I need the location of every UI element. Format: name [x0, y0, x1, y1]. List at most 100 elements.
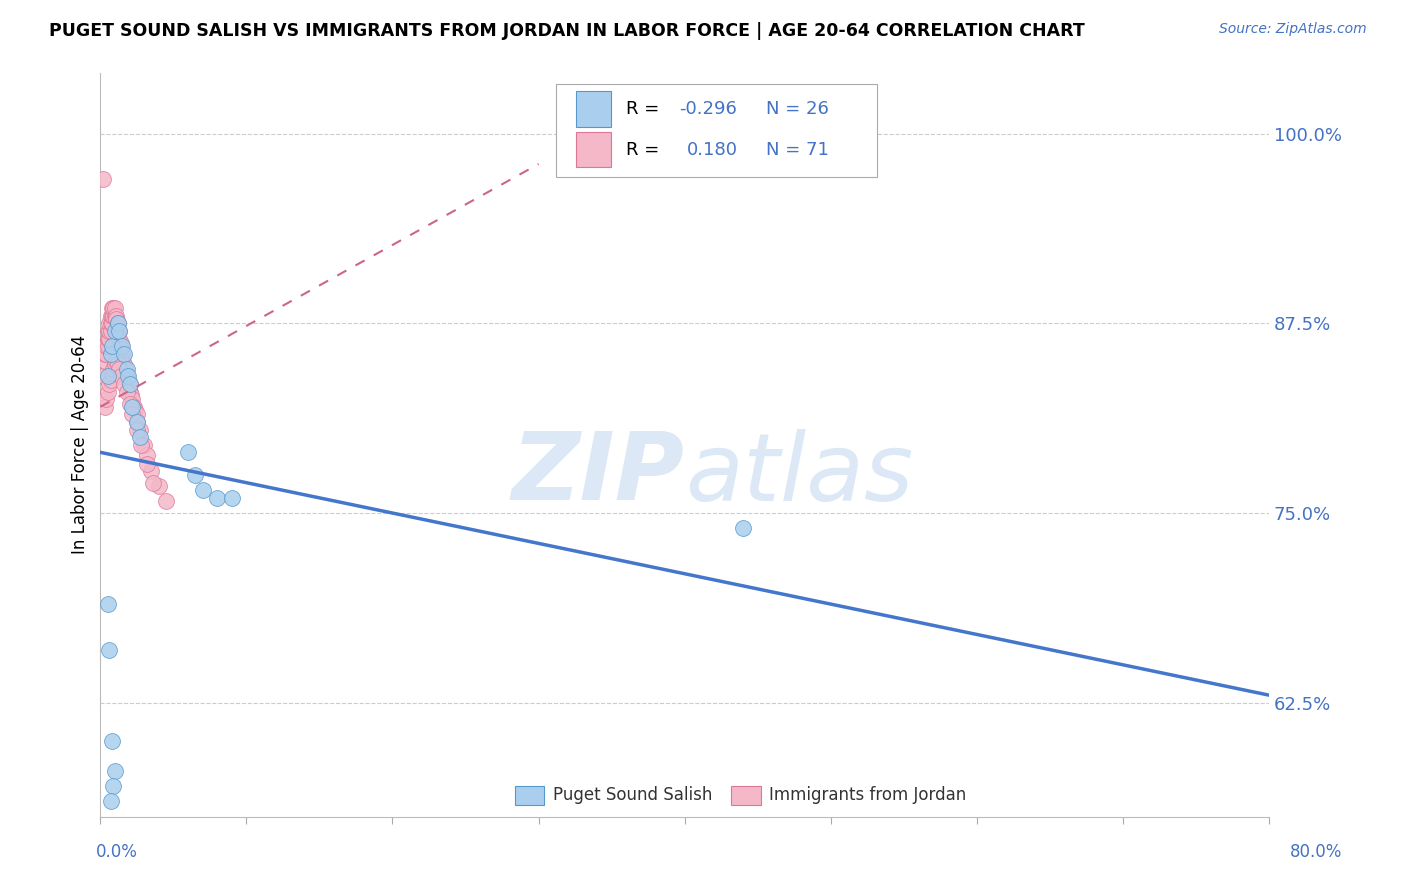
- Text: atlas: atlas: [685, 429, 912, 520]
- Point: [142, 475, 165, 490]
- Point: [118, 377, 141, 392]
- Point: [97, 324, 120, 338]
- Point: [104, 764, 127, 778]
- Point: [108, 362, 131, 376]
- Bar: [515, 786, 544, 805]
- Text: Puget Sound Salish: Puget Sound Salish: [553, 786, 711, 804]
- Point: [98, 332, 121, 346]
- Text: N = 71: N = 71: [766, 141, 830, 159]
- Point: [97, 332, 120, 346]
- Point: [98, 642, 121, 657]
- Bar: [576, 91, 612, 127]
- Point: [112, 377, 135, 392]
- Text: ZIP: ZIP: [512, 428, 685, 521]
- Point: [177, 445, 200, 459]
- Point: [107, 317, 129, 331]
- Point: [97, 339, 120, 353]
- Point: [221, 491, 243, 505]
- Point: [184, 468, 207, 483]
- Point: [108, 324, 131, 338]
- Point: [118, 397, 141, 411]
- Point: [97, 384, 120, 399]
- Point: [112, 357, 135, 371]
- Point: [98, 324, 121, 338]
- Point: [121, 400, 143, 414]
- Point: [101, 301, 124, 316]
- Point: [128, 430, 150, 444]
- Point: [104, 301, 127, 316]
- Point: [93, 339, 115, 353]
- Point: [110, 336, 132, 351]
- Text: Source: ZipAtlas.com: Source: ZipAtlas.com: [1219, 22, 1367, 37]
- Point: [103, 779, 125, 793]
- Point: [125, 423, 148, 437]
- Point: [101, 367, 124, 381]
- Point: [97, 369, 120, 384]
- Point: [104, 357, 127, 371]
- Point: [104, 309, 127, 323]
- Point: [117, 372, 139, 386]
- Point: [115, 384, 138, 399]
- Point: [93, 400, 115, 414]
- Point: [110, 342, 132, 356]
- Text: Immigrants from Jordan: Immigrants from Jordan: [769, 786, 966, 804]
- Point: [100, 347, 122, 361]
- Point: [107, 357, 129, 371]
- Point: [205, 491, 228, 505]
- Point: [118, 377, 141, 392]
- Point: [124, 402, 146, 417]
- Point: [101, 309, 124, 323]
- Point: [120, 387, 142, 401]
- Point: [105, 354, 128, 368]
- Point: [111, 347, 134, 361]
- Bar: [731, 786, 761, 805]
- Point: [93, 347, 115, 361]
- Point: [111, 339, 134, 353]
- Point: [731, 521, 754, 535]
- Text: 0.0%: 0.0%: [96, 843, 138, 861]
- Point: [101, 339, 124, 353]
- Point: [105, 309, 128, 323]
- Point: [121, 408, 143, 422]
- Point: [98, 377, 121, 392]
- Point: [134, 438, 156, 452]
- Point: [93, 354, 115, 368]
- Point: [100, 317, 122, 331]
- Point: [128, 423, 150, 437]
- Point: [111, 354, 134, 368]
- Point: [115, 362, 138, 376]
- Point: [118, 384, 141, 399]
- Point: [110, 369, 132, 384]
- Point: [103, 309, 125, 323]
- Point: [115, 369, 138, 384]
- Text: R =: R =: [626, 100, 665, 118]
- Point: [136, 458, 159, 472]
- Point: [107, 317, 129, 331]
- Point: [112, 347, 135, 361]
- Text: 0.180: 0.180: [688, 141, 738, 159]
- Point: [148, 479, 170, 493]
- Point: [103, 301, 125, 316]
- Point: [129, 438, 152, 452]
- Y-axis label: In Labor Force | Age 20-64: In Labor Force | Age 20-64: [72, 335, 89, 554]
- Point: [125, 408, 148, 422]
- Point: [91, 369, 114, 384]
- Point: [104, 324, 127, 338]
- Point: [91, 172, 114, 186]
- Bar: [576, 132, 612, 168]
- Point: [108, 324, 131, 338]
- Point: [98, 317, 121, 331]
- Point: [141, 464, 163, 478]
- Point: [121, 392, 143, 407]
- Point: [96, 347, 118, 361]
- Point: [114, 362, 136, 376]
- Point: [191, 483, 214, 498]
- Point: [100, 324, 122, 338]
- Point: [100, 794, 122, 808]
- Point: [136, 449, 159, 463]
- Text: PUGET SOUND SALISH VS IMMIGRANTS FROM JORDAN IN LABOR FORCE | AGE 20-64 CORRELAT: PUGET SOUND SALISH VS IMMIGRANTS FROM JO…: [49, 22, 1085, 40]
- Point: [101, 733, 124, 747]
- Point: [155, 494, 177, 508]
- Point: [108, 332, 131, 346]
- Text: 80.0%: 80.0%: [1291, 843, 1343, 861]
